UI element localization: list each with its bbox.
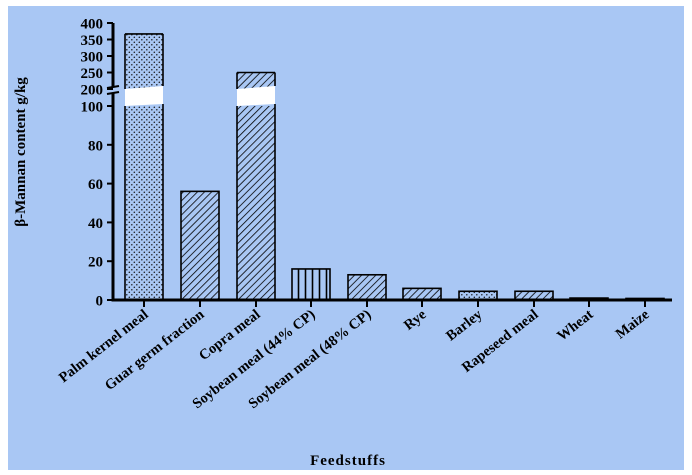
y-tick-label-upper-3: 350	[81, 33, 104, 49]
y-tick-label-lower-4: 80	[88, 138, 103, 154]
y-tick-label-upper-1: 250	[81, 66, 104, 82]
bar-lower-2	[237, 106, 275, 300]
bar-4	[347, 273, 387, 301]
bar-3	[291, 268, 331, 301]
x-tick-label-0: Palm kernel meal	[56, 307, 152, 387]
bar-break-band-0	[125, 86, 163, 106]
y-axis-break-mark-bottom	[106, 91, 120, 95]
chart-panel: 0 20 40 60 80 100 200 250 300 350 400 Palm kernel …	[8, 6, 684, 470]
bar-break-band-2	[237, 86, 275, 106]
bar-upper-2	[237, 72, 275, 89]
x-axis-title: Feedstuffs	[310, 453, 386, 469]
y-tick-label-upper-4: 400	[81, 17, 104, 33]
y-axis-break-mark-top	[106, 85, 120, 89]
y-tick-label-lower-2: 40	[88, 216, 103, 232]
x-tick-label-1: Guar germ fraction	[102, 307, 207, 394]
x-tick-label-5: Rye	[401, 306, 430, 334]
bar-5	[402, 287, 442, 301]
y-tick-label-lower-3: 60	[88, 177, 103, 193]
y-tick-label-lower-5: 100	[81, 100, 104, 116]
bar-upper-0	[125, 33, 163, 89]
y-tick-label-upper-0: 200	[81, 83, 104, 99]
x-tick-label-9: Maize	[613, 306, 653, 342]
x-tick-label-8: Wheat	[554, 306, 596, 344]
x-tick-label-6: Barley	[443, 306, 486, 344]
y-axis-title: β-Mannan content g/kg	[13, 77, 29, 227]
bars-layer	[124, 33, 665, 301]
bar-lower-0	[125, 106, 163, 300]
y-tick-label-lower-1: 20	[88, 255, 103, 271]
bar-1	[180, 190, 220, 301]
y-tick-label-lower-0: 0	[96, 294, 104, 310]
y-tick-label-upper-2: 300	[81, 50, 104, 66]
